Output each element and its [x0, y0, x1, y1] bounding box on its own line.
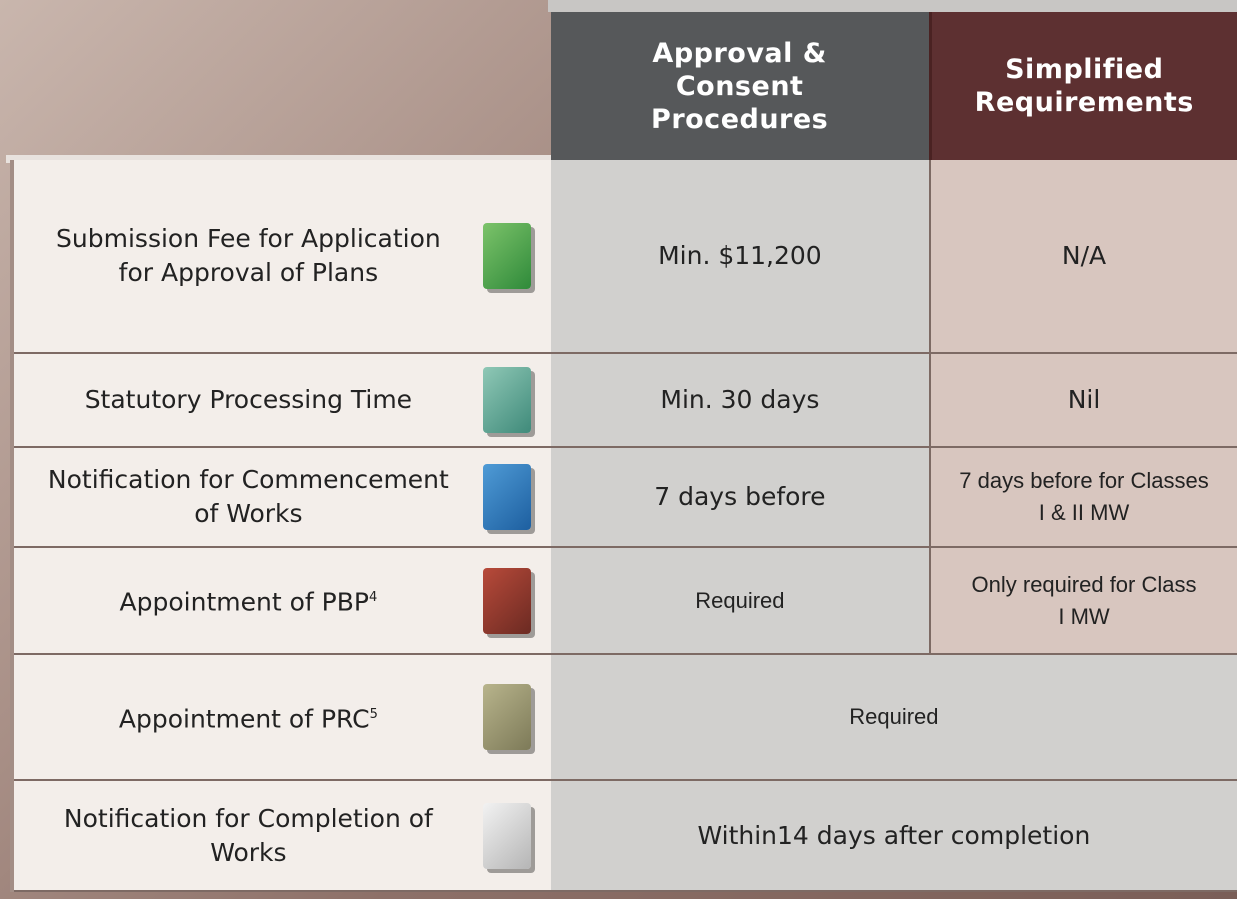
cell: Nil — [930, 353, 1237, 448]
footnote-ref: 5 — [369, 706, 378, 722]
column-header: Approval & Consent Procedures — [550, 12, 932, 160]
label-text: Submission Fee for Application for Appro… — [56, 224, 441, 287]
row-label: Notification for Completion of Works — [10, 780, 551, 892]
label-band — [6, 155, 551, 163]
worker-icon — [482, 567, 531, 634]
row: Appointment of PBP4 Required Only requir… — [10, 547, 1237, 655]
header-text: Approval & Consent Procedures — [651, 37, 829, 135]
money-icon — [482, 223, 531, 289]
row-label: Appointment of PBP4 — [10, 547, 551, 655]
cell: Required — [550, 654, 1237, 781]
cell: Min. 30 days — [550, 353, 932, 448]
row-label: Notification for Commencement of Works — [10, 447, 551, 548]
label: Appointment of PRC — [118, 704, 370, 734]
row: Submission Fee for Application for Appro… — [10, 160, 1237, 354]
row: Notification for Completion of Works Wit… — [10, 780, 1237, 892]
comparison-table: Approval & Consent Procedures Simplified… — [10, 12, 1237, 892]
checklist-icon — [482, 802, 531, 869]
row-label: Statutory Processing Time — [10, 353, 551, 448]
cell: Min. $11,200 — [550, 160, 932, 354]
header-row: Approval & Consent Procedures Simplified… — [12, 12, 1237, 160]
stamp-icon — [482, 367, 531, 433]
cell: Within14 days after completion — [550, 780, 1237, 892]
label-text: Appointment of PBP4 — [44, 581, 483, 619]
footnote-ref: 4 — [368, 590, 378, 606]
row-label: Submission Fee for Application for Appro… — [10, 160, 551, 354]
cell-text: 7 days before for Classes I & II MW — [959, 468, 1209, 525]
inspector-icon — [482, 684, 531, 750]
label-text: Notification for Completion of Works — [63, 803, 433, 867]
column-header: Simplified Requirements — [930, 12, 1237, 160]
header-band — [548, 0, 1237, 12]
row: Statutory Processing Time Min. 30 days N… — [10, 353, 1237, 448]
row: Appointment of PRC5 Required — [10, 654, 1237, 781]
label-text: Appointment of PRC5 — [44, 698, 483, 736]
header-text: Simplified Requirements — [974, 54, 1194, 118]
calendar-icon — [482, 464, 531, 530]
blank-header — [12, 12, 551, 160]
row: Notification for Commencement of Works 7… — [10, 447, 1237, 548]
cell: 7 days before — [550, 447, 932, 548]
label: Appointment of PBP — [119, 587, 369, 617]
cell: 7 days before for Classes I & II MW — [930, 447, 1237, 548]
label-text: Notification for Commencement of Works — [47, 465, 449, 528]
cell-text: Only required for Class I MW — [971, 571, 1197, 629]
cell: N/A — [930, 160, 1237, 354]
cell: Only required for Class I MW — [930, 547, 1237, 655]
cell: Required — [550, 547, 932, 655]
row-label: Appointment of PRC5 — [10, 654, 551, 781]
label-text: Statutory Processing Time — [84, 385, 413, 414]
